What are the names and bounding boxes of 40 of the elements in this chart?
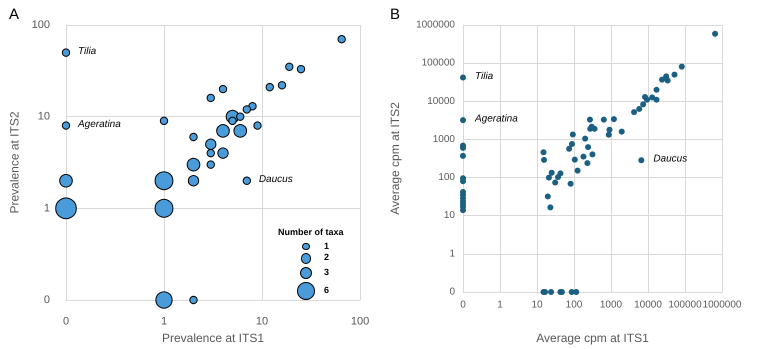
annotation: Tilia <box>475 71 494 82</box>
chart-title: A <box>9 6 20 23</box>
y-tick-label: 10 <box>38 110 50 123</box>
annotation: Daucus <box>258 174 293 186</box>
x-axis-title: Average cpm at ITS1 <box>536 331 650 345</box>
x-tick-label: 0 <box>62 316 70 328</box>
x-tick-label: 1000000 <box>702 300 742 310</box>
y-tick-label: 0 <box>449 286 456 298</box>
x-axis-title: Prevalence at ITS1 <box>162 331 264 345</box>
x-tick-label: 10 <box>256 316 268 328</box>
legend-label: 3 <box>324 266 330 277</box>
legend-title: Number of taxa <box>278 227 344 237</box>
annotation: Daucus <box>653 154 688 165</box>
x-tick-label: 0 <box>460 300 466 310</box>
annotation: Tilia <box>78 46 97 58</box>
chart-title: B <box>390 6 400 23</box>
annotation: Ageratina <box>77 119 122 130</box>
y-tick-label: 100 <box>438 172 456 184</box>
legend-label: 2 <box>324 252 330 262</box>
y-tick-label: 1000 <box>432 134 456 145</box>
y-axis-title: Prevalence at ITS2 <box>8 111 22 214</box>
y-tick-label: 1000000 <box>416 20 456 30</box>
y-tick-label: 1 <box>449 248 456 260</box>
x-tick-label: 1 <box>497 300 504 310</box>
x-tick-label: 10 <box>531 300 543 310</box>
x-tick-label: 100 <box>566 300 583 310</box>
x-tick-label: 100 <box>350 316 370 328</box>
x-tick-label: 100000 <box>668 300 702 310</box>
x-tick-label: 1 <box>160 316 168 328</box>
legend-label: 1 <box>324 240 330 251</box>
y-tick-label: 100 <box>32 19 50 31</box>
y-tick-label: 100000 <box>422 58 456 69</box>
y-tick-label: 1 <box>44 202 50 214</box>
y-tick-label: 10 <box>444 210 456 222</box>
y-tick-label: 10000 <box>427 96 456 107</box>
annotation: Ageratina <box>474 114 518 125</box>
legend-label: 6 <box>324 285 330 296</box>
x-tick-label: 10000 <box>634 300 662 310</box>
y-axis-title: Average cpm at ITS2 <box>388 102 402 215</box>
x-tick-label: 1000 <box>600 300 623 310</box>
